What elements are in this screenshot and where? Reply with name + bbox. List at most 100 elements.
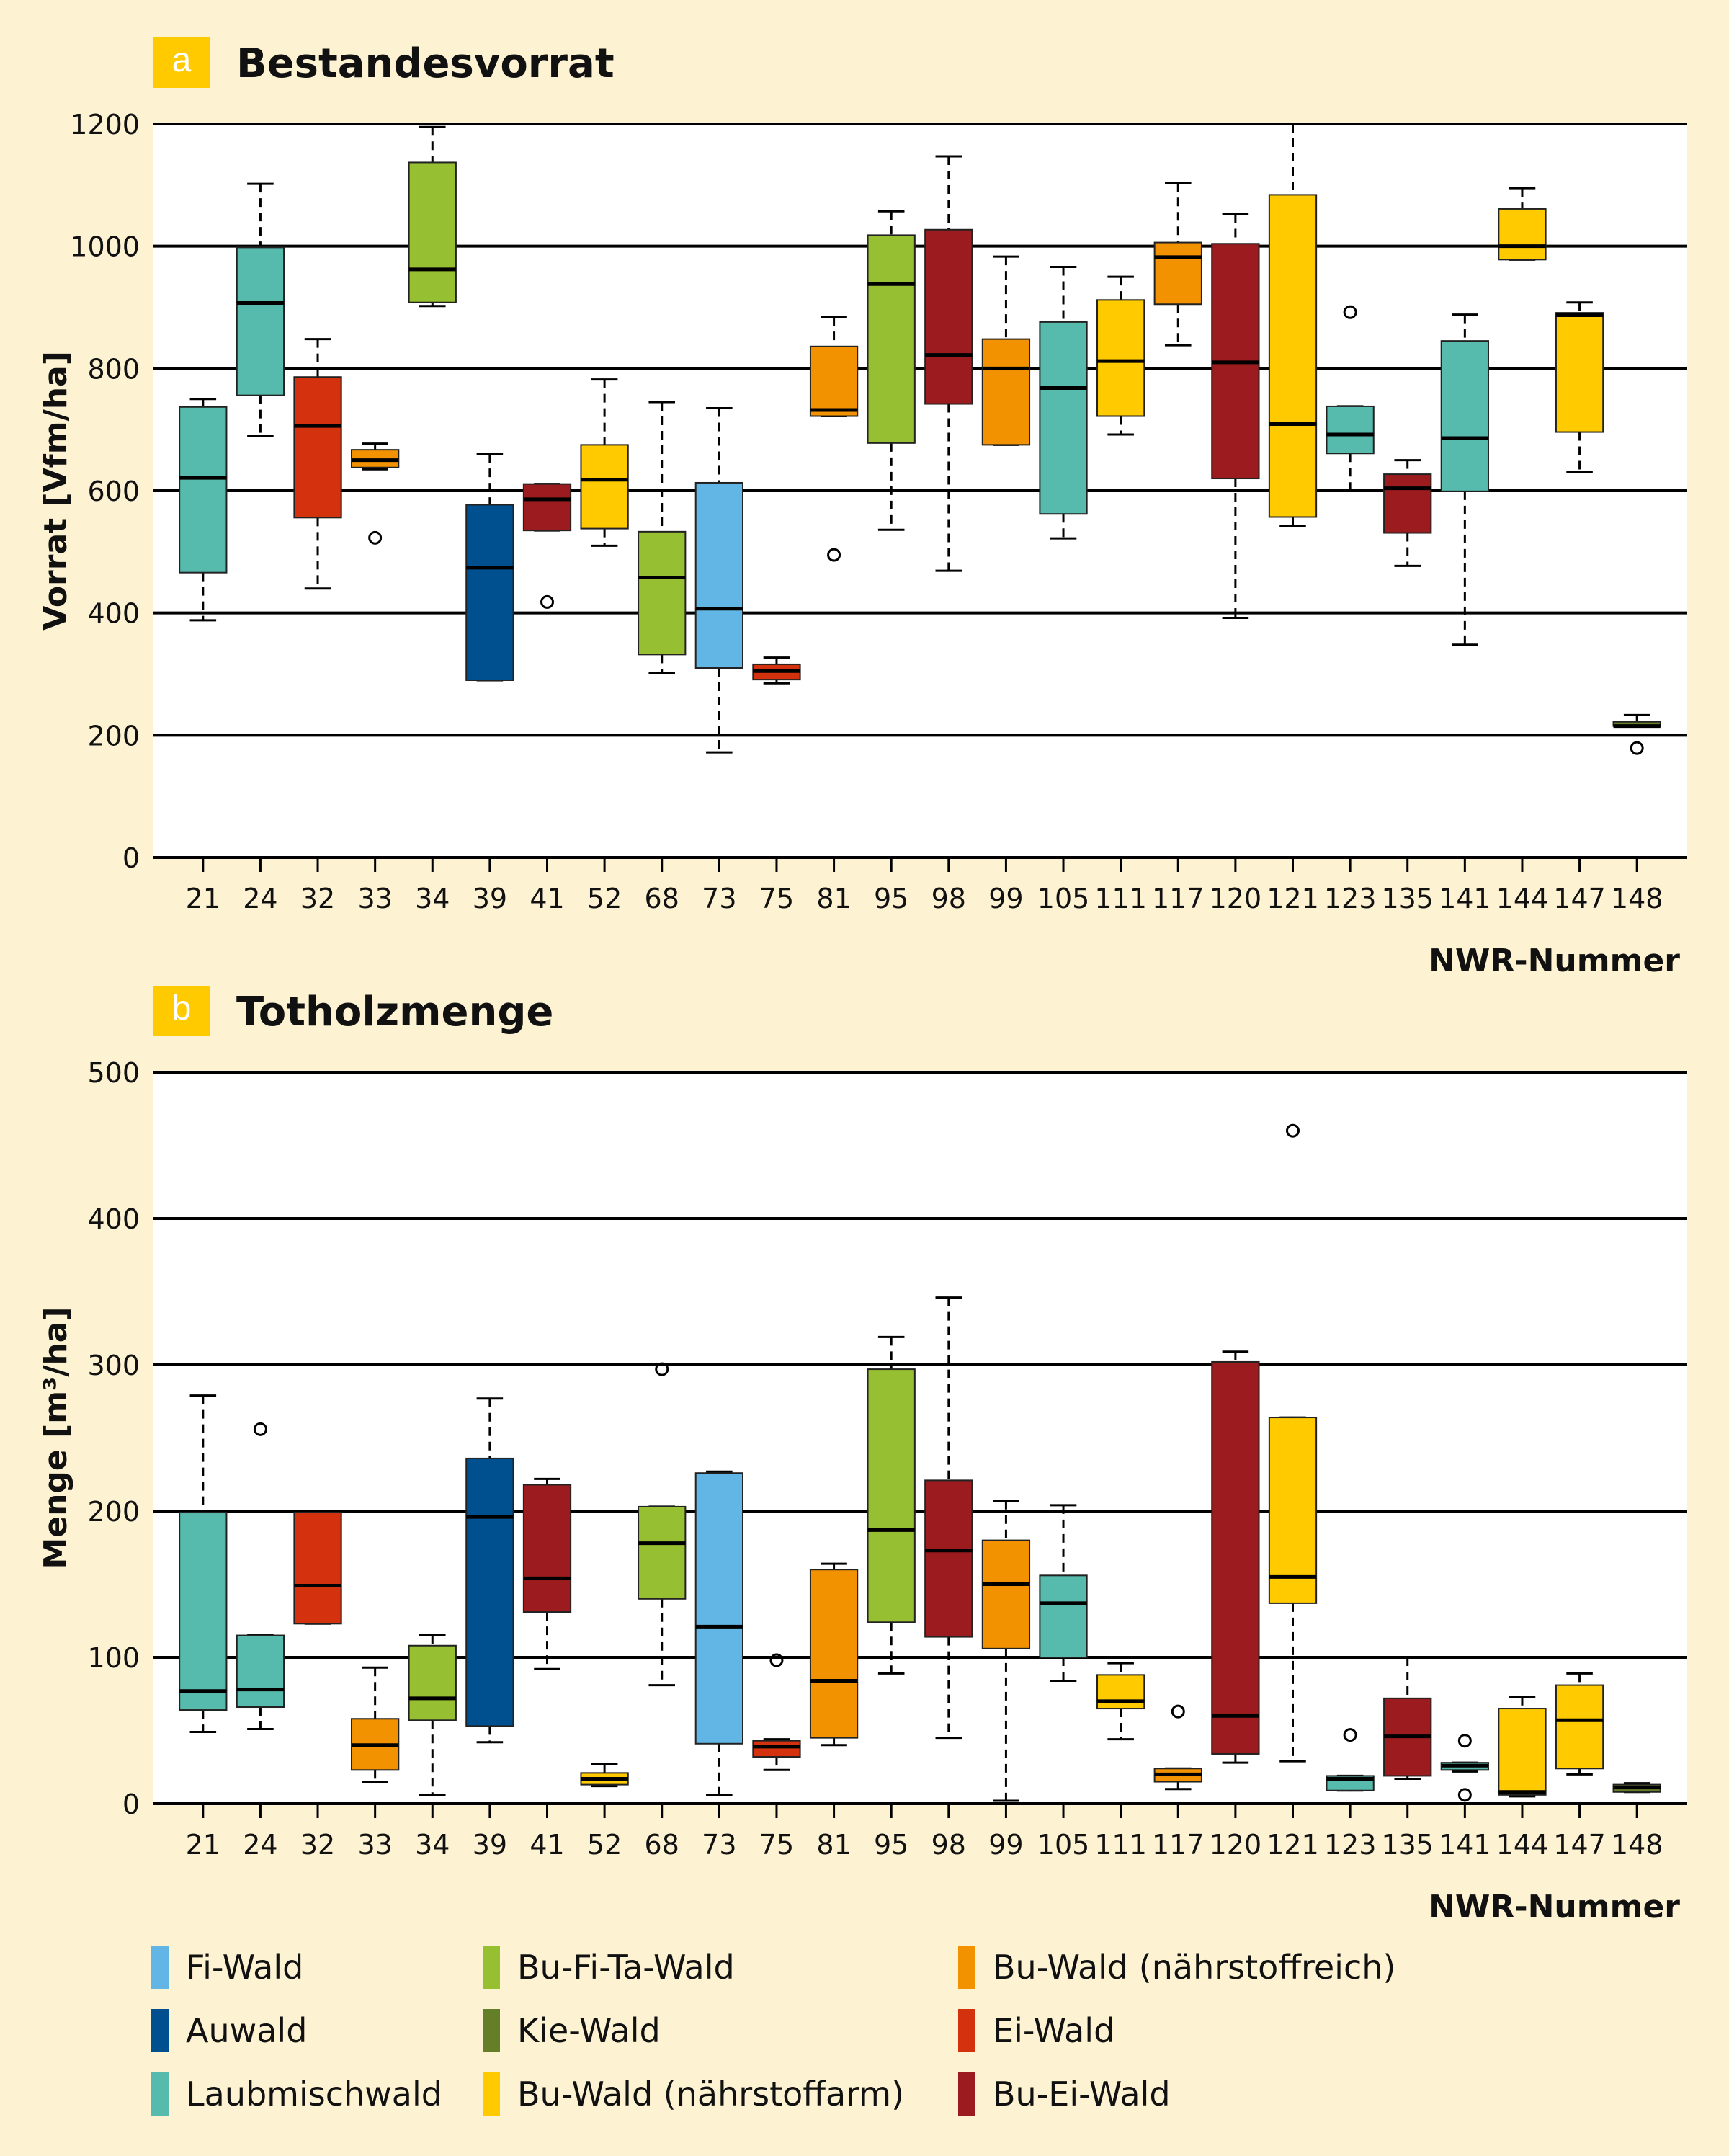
box-21 bbox=[179, 398, 228, 622]
x-tick-label: 99 bbox=[988, 883, 1023, 914]
x-tick-label: 121 bbox=[1266, 1829, 1319, 1861]
x-tick-label: 117 bbox=[1152, 883, 1205, 914]
y-tick-label: 500 bbox=[87, 1057, 140, 1089]
outlier-point bbox=[1457, 1734, 1472, 1748]
x-tick-label: 33 bbox=[357, 883, 392, 914]
box-iqr bbox=[1096, 299, 1145, 417]
box-iqr bbox=[293, 1512, 342, 1625]
x-tick-label: 98 bbox=[931, 883, 966, 914]
legend-label: Bu-Fi-Ta-Wald bbox=[517, 1948, 735, 1987]
x-tick-label: 81 bbox=[816, 1829, 851, 1861]
x-tick-label: 99 bbox=[988, 1829, 1023, 1861]
box-iqr bbox=[465, 1457, 514, 1727]
x-tick-label: 148 bbox=[1611, 883, 1663, 914]
y-tick-label: 600 bbox=[87, 476, 140, 507]
y-tick-label: 300 bbox=[87, 1350, 140, 1381]
box-41 bbox=[522, 1477, 572, 1670]
x-tick-label: 73 bbox=[702, 1829, 736, 1861]
box-iqr bbox=[1555, 312, 1604, 433]
x-tick-label: 147 bbox=[1553, 883, 1606, 914]
box-iqr bbox=[694, 481, 743, 669]
box-iqr bbox=[1555, 1684, 1604, 1770]
box-68 bbox=[638, 401, 687, 674]
legend-item-kie: Kie-Wald bbox=[483, 2009, 661, 2052]
outlier-point bbox=[1630, 741, 1644, 755]
panel-b-badge: b bbox=[153, 986, 210, 1036]
legend-swatch bbox=[958, 2009, 975, 2052]
box-75 bbox=[752, 1653, 801, 1771]
y-tick-label: 0 bbox=[122, 842, 140, 874]
box-68 bbox=[638, 1362, 687, 1687]
x-tick-label: 105 bbox=[1037, 1829, 1090, 1861]
box-95 bbox=[867, 210, 916, 531]
x-tick-label: 121 bbox=[1266, 883, 1319, 914]
box-32 bbox=[293, 1511, 342, 1625]
x-tick-label: 117 bbox=[1152, 1829, 1205, 1861]
y-axis-label: Menge [m³/ha] bbox=[37, 1306, 74, 1569]
box-iqr bbox=[924, 1479, 973, 1638]
legend-label: Bu-Wald (nährstoffreich) bbox=[993, 1948, 1396, 1987]
legend-swatch bbox=[958, 1946, 975, 1989]
panel-a-title: Bestandesvorrat bbox=[236, 40, 615, 87]
y-tick-label: 200 bbox=[87, 1496, 140, 1528]
legend-item-ei: Ei-Wald bbox=[958, 2009, 1114, 2052]
box-135 bbox=[1383, 1656, 1432, 1780]
x-tick-label: 21 bbox=[186, 1829, 220, 1861]
box-iqr bbox=[179, 406, 228, 574]
box-117 bbox=[1153, 1704, 1202, 1791]
box-iqr bbox=[1498, 1708, 1547, 1796]
box-32 bbox=[293, 338, 342, 590]
x-tick-label: 123 bbox=[1324, 1829, 1377, 1861]
box-141 bbox=[1440, 313, 1489, 646]
x-tick-label: 148 bbox=[1611, 1829, 1663, 1861]
box-21 bbox=[179, 1394, 228, 1734]
box-39 bbox=[465, 1397, 514, 1744]
x-tick-label: 24 bbox=[243, 883, 277, 914]
y-tick-label: 400 bbox=[87, 598, 140, 630]
box-iqr bbox=[293, 376, 342, 519]
box-141 bbox=[1440, 1734, 1489, 1802]
x-tick-label: 111 bbox=[1094, 1829, 1147, 1861]
plot-area bbox=[153, 1072, 1687, 1804]
box-98 bbox=[924, 155, 973, 572]
box-iqr bbox=[408, 1644, 457, 1721]
box-148 bbox=[1612, 713, 1661, 755]
outlier-point bbox=[1457, 1788, 1472, 1802]
box-33 bbox=[351, 442, 400, 545]
box-147 bbox=[1555, 1672, 1604, 1776]
box-120 bbox=[1211, 1350, 1260, 1764]
x-tick-label: 123 bbox=[1324, 883, 1377, 914]
box-iqr bbox=[981, 338, 1031, 446]
box-iqr bbox=[179, 1512, 228, 1711]
legend-swatch bbox=[483, 2009, 500, 2052]
box-73 bbox=[694, 1470, 743, 1796]
x-tick-label: 75 bbox=[759, 883, 794, 914]
x-tick-label: 120 bbox=[1210, 883, 1262, 914]
box-95 bbox=[867, 1335, 916, 1675]
legend-swatch bbox=[483, 1946, 500, 1989]
box-iqr bbox=[236, 246, 285, 396]
y-tick-label: 100 bbox=[87, 1642, 140, 1674]
x-tick-label: 32 bbox=[300, 883, 335, 914]
x-tick-label: 95 bbox=[874, 1829, 908, 1861]
x-tick-label: 135 bbox=[1381, 883, 1434, 914]
box-81 bbox=[809, 316, 859, 562]
box-120 bbox=[1211, 213, 1260, 619]
outlier-point bbox=[1343, 1728, 1357, 1742]
outlier-point bbox=[368, 530, 383, 545]
box-147 bbox=[1555, 301, 1604, 473]
legend-label: Kie-Wald bbox=[517, 2011, 661, 2050]
legend-item-fi: Fi-Wald bbox=[151, 1946, 303, 1989]
outlier-point bbox=[253, 1422, 267, 1436]
y-tick-label: 200 bbox=[87, 720, 140, 752]
box-123 bbox=[1326, 305, 1375, 491]
x-tick-label: 144 bbox=[1496, 1829, 1549, 1861]
x-tick-label: 144 bbox=[1496, 883, 1549, 914]
outlier-point bbox=[1286, 1123, 1300, 1138]
box-iqr bbox=[1326, 405, 1375, 455]
x-tick-label: 52 bbox=[587, 1829, 622, 1861]
box-iqr bbox=[809, 1569, 859, 1739]
box-iqr bbox=[867, 1368, 916, 1623]
x-tick-label: 24 bbox=[243, 1829, 277, 1861]
legend-item-buarm: Bu-Wald (nährstoffarm) bbox=[483, 2072, 904, 2116]
